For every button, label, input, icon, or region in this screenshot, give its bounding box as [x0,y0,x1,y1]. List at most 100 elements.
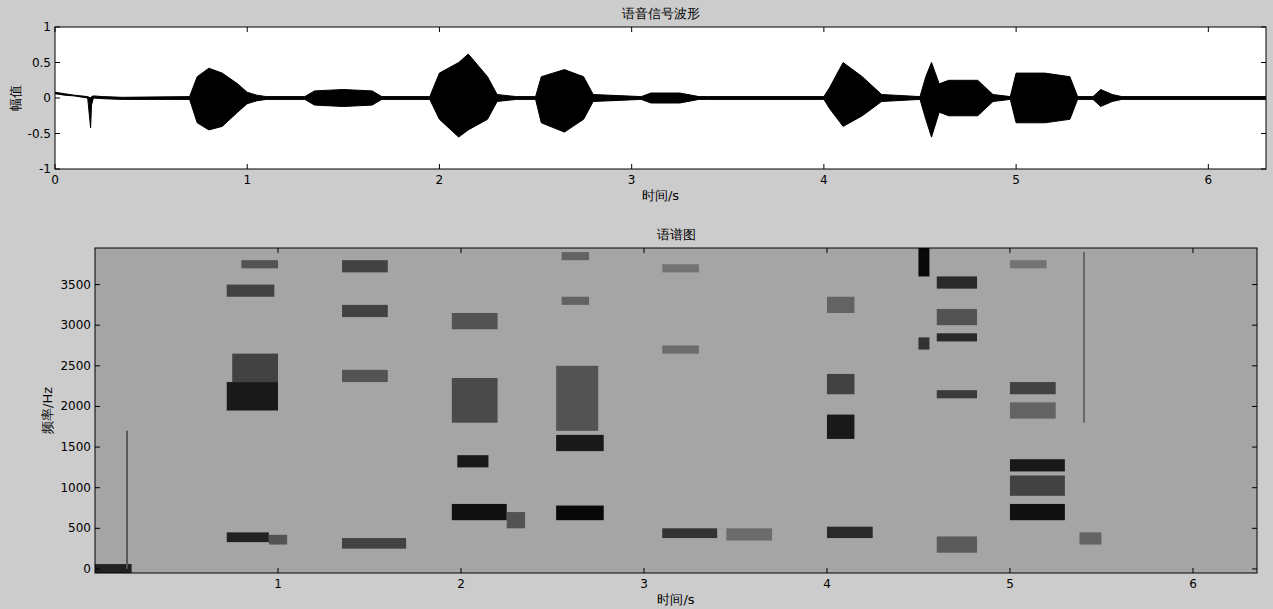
x-tick [439,164,440,169]
y-tick-label: 1000 [60,481,91,495]
y-tick [1252,365,1257,366]
x-tick-label: 4 [823,577,831,591]
plot-area [95,248,1257,573]
spectrogram-cell [1010,382,1056,394]
x-tick [460,568,461,573]
title: 语音信号波形 [622,6,700,21]
y-tick-label: 500 [68,521,91,535]
spectrogram-cell [507,512,525,528]
spectrogram-cell [342,370,388,382]
x-tick-label: 2 [436,173,444,187]
y-tick-label: -0.5 [28,127,51,141]
y-tick-label: 0.5 [32,56,51,70]
x-tick [1009,248,1010,253]
x-tick-label: 5 [1012,173,1020,187]
spectrogram-cell [937,390,977,398]
spectrogram-cell [1083,252,1085,423]
x-tick [247,27,248,32]
spectrogram-cell [1010,476,1065,496]
x-tick-label: 1 [243,173,251,187]
spectrogram-cell [342,538,406,549]
spectrogram-cell [937,333,977,341]
spectrogram-cell [937,309,977,325]
spectrogram-cell [452,313,498,329]
y-tick-label: 2500 [60,359,91,373]
x-tick [823,164,824,169]
y-tick [55,133,60,134]
y-tick-label: 1 [43,20,51,34]
y-tick [1252,528,1257,529]
y-tick [1261,169,1266,170]
y-tick [55,169,60,170]
spectrogram-cell [227,285,275,297]
y-tick [1252,487,1257,488]
spectrogram-cell [556,366,598,431]
x-tick [55,27,56,32]
spectrogram-cell [562,252,589,260]
spectrogram-cell [556,435,604,451]
spectrogram-cell [342,305,388,317]
axes-frame [55,27,1266,169]
spectrogram-cell [457,455,488,467]
x-tick-label: 5 [1006,577,1014,591]
x-tick [1208,27,1209,32]
y-axis-title: 幅值 [8,85,23,111]
spectrogram-cell [662,346,699,354]
y-tick [1261,98,1266,99]
x-tick [1016,27,1017,32]
y-tick [1261,133,1266,134]
figure-background [0,0,1273,609]
y-tick [95,568,100,569]
x-tick-label: 3 [628,173,636,187]
y-tick [1252,406,1257,407]
x-tick [826,568,827,573]
y-tick [95,325,100,326]
y-tick-label: 2000 [60,399,91,413]
y-tick-label: 0 [83,562,91,576]
x-tick-label: 6 [1189,577,1197,591]
spectrogram-cell [827,374,854,394]
y-tick [1252,568,1257,569]
y-axis-title: 频率/Hz [40,387,55,434]
y-tick [55,27,60,28]
spectrogram-cell [232,354,278,382]
spectrogram-cell [562,297,589,305]
spectrogram-cell [918,337,929,349]
x-tick [643,568,644,573]
spectrogram-cell [827,297,854,313]
x-tick-label: 6 [1205,173,1213,187]
spectrogram-cell [827,415,854,439]
spectrogram-cell [937,276,977,288]
y-tick-label: 1500 [60,440,91,454]
spectrogram-cell [1010,459,1065,471]
spectrogram-cell [1010,402,1056,418]
x-tick-label: 3 [640,577,648,591]
spectrogram-cell [241,260,278,268]
y-tick [95,447,100,448]
y-tick [1252,325,1257,326]
spectrogram-cell [918,248,929,276]
y-tick [95,284,100,285]
x-tick [277,248,278,253]
x-tick [1192,248,1193,253]
y-tick [55,98,60,99]
spectrogram-cell [662,264,699,272]
y-tick [95,528,100,529]
x-tick-label: 0 [51,173,59,187]
x-axis-title: 时间/s [657,592,694,607]
x-tick [55,164,56,169]
x-tick [631,27,632,32]
y-tick [95,365,100,366]
y-tick-label: 3000 [60,318,91,332]
x-tick [1192,568,1193,573]
spectrogram-cell [452,378,498,423]
y-tick-label: -1 [39,162,51,176]
x-tick [439,27,440,32]
spectrogram-cell [937,536,977,552]
x-tick-label: 4 [820,173,828,187]
spectrogram-cell [662,528,717,538]
y-tick-label: 0 [43,91,51,105]
figure: 0123456-1-0.500.51语音信号波形时间/s幅值1234560500… [0,0,1273,609]
y-tick [1252,447,1257,448]
axes-frame [95,248,1257,573]
